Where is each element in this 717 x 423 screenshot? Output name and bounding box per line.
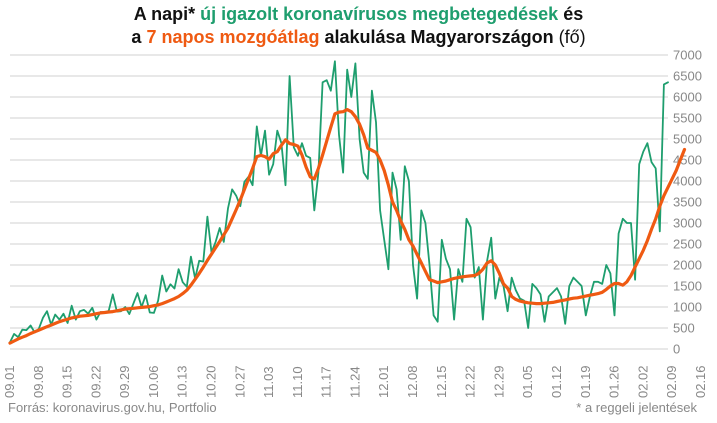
- title-part: a: [131, 27, 147, 47]
- y-tick-label: 500: [673, 321, 695, 336]
- title-part: és: [558, 4, 584, 24]
- y-tick-label: 3000: [673, 216, 702, 231]
- moving-average-line: [8, 107, 687, 345]
- x-tick-label: 01.05: [520, 365, 535, 398]
- y-tick-label: 6000: [673, 90, 702, 105]
- y-tick-label: 7000: [673, 48, 702, 63]
- x-tick-label: 01.12: [549, 365, 564, 398]
- chart-title-line-1: A napi* új igazolt koronavírusos megbete…: [0, 3, 717, 26]
- y-tick-label: 1500: [673, 279, 702, 294]
- title-part: alakulása Magyarországon: [319, 27, 559, 47]
- y-tick-label: 3500: [673, 195, 702, 210]
- chart-title-line-2: a 7 napos mozgóátlag alakulása Magyarors…: [0, 26, 717, 49]
- x-tick-label: 01.26: [607, 365, 622, 398]
- series-lines: [8, 60, 687, 345]
- title-part: A napi*: [133, 4, 201, 24]
- x-tick-label: 02.16: [693, 365, 708, 398]
- x-tick-label: 12.08: [405, 365, 420, 398]
- x-tick-label: 12.01: [376, 365, 391, 398]
- y-axis-ticks: 0500100015002000250030003500400045005000…: [673, 48, 702, 357]
- x-tick-label: 10.13: [175, 365, 190, 398]
- x-tick-label: 09.22: [88, 365, 103, 398]
- x-tick-label: 11.03: [261, 366, 276, 398]
- x-tick-label: 10.06: [146, 365, 161, 398]
- y-tick-label: 1000: [673, 300, 702, 315]
- x-axis-ticks: 09.01 09.08 09.15 09.22 09.29 10.06 10.13 10.20…: [2, 365, 708, 398]
- title-unit: (fő): [558, 27, 586, 47]
- y-tick-label: 6500: [673, 69, 702, 84]
- footnote: * a reggeli jelentések: [576, 400, 697, 415]
- x-tick-label: 02.09: [664, 365, 679, 398]
- x-tick-label: 10.20: [204, 365, 219, 398]
- y-tick-label: 2500: [673, 237, 702, 252]
- x-tick-label: 09.15: [60, 365, 75, 398]
- x-tick-label: 09.29: [117, 365, 132, 398]
- source-note: Forrás: koronavirus.gov.hu, Portfolio: [8, 400, 217, 415]
- y-tick-label: 5500: [673, 111, 702, 126]
- x-tick-label: 11.24: [347, 366, 362, 398]
- y-tick-label: 0: [673, 342, 680, 357]
- x-tick-label: 12.22: [463, 365, 478, 398]
- y-tick-label: 5000: [673, 132, 702, 147]
- x-tick-label: 09.01: [2, 365, 17, 398]
- x-tick-label: 02.02: [635, 365, 650, 398]
- x-tick-label: 12.15: [434, 365, 449, 398]
- title-daily-cases-label: új igazolt koronavírusos megbetegedések: [200, 4, 559, 24]
- title-moving-average-label: 7 napos mozgóátlag: [146, 27, 320, 47]
- y-tick-label: 2000: [673, 258, 702, 273]
- y-tick-label: 4000: [673, 174, 702, 189]
- x-tick-label: 12.29: [491, 365, 506, 398]
- x-tick-label: 10.27: [232, 365, 247, 398]
- x-tick-label: 01.19: [578, 365, 593, 398]
- x-tick-label: 11.17: [319, 366, 334, 398]
- x-tick-label: 11.10: [290, 366, 305, 398]
- gridlines: [10, 54, 668, 350]
- chart-title: A napi* új igazolt koronavírusos megbete…: [0, 3, 717, 49]
- x-tick-label: 09.08: [31, 365, 46, 398]
